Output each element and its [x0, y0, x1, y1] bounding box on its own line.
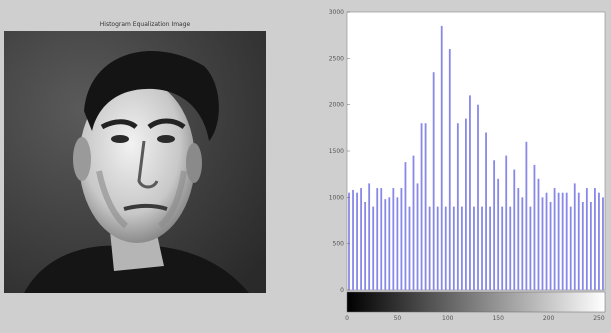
histogram-bar	[529, 206, 532, 290]
histogram-bar	[557, 192, 560, 290]
x-axis-ticks: 0 50 100 150 200 250	[345, 315, 605, 322]
histogram-bar	[416, 183, 419, 290]
histogram-bar	[541, 197, 544, 290]
histogram-bar	[573, 183, 576, 290]
histogram-bar	[553, 188, 556, 290]
histogram-bar	[481, 206, 483, 290]
x-tick-label: 200	[543, 315, 555, 322]
histogram-bar	[348, 192, 350, 290]
histogram-bar	[444, 206, 447, 290]
histogram-bar	[372, 206, 375, 290]
histogram-bar	[352, 189, 354, 290]
histogram-bar	[404, 162, 407, 290]
histogram-bar	[440, 25, 443, 291]
histogram-bar	[432, 72, 435, 290]
histogram-bar	[396, 197, 399, 290]
image-title: Histogram Equalization Image	[99, 21, 191, 28]
y-tick-label: 3000	[329, 9, 344, 16]
y-tick-label: 0	[340, 287, 344, 294]
histogram-bar	[452, 206, 455, 290]
histogram-bar	[456, 123, 459, 290]
y-tick-label: 2000	[329, 102, 344, 109]
histogram-bar	[513, 169, 516, 290]
histogram-bar	[428, 206, 431, 290]
histogram-bar	[465, 118, 467, 290]
histogram-bar	[477, 104, 479, 290]
histogram-bar	[448, 49, 451, 290]
histogram-bar	[368, 183, 371, 290]
histogram-bar	[493, 160, 496, 290]
y-axis-ticks: 0 500 1000 1500 2000 2500 3000	[329, 9, 350, 294]
y-tick-label: 1000	[329, 194, 344, 201]
x-tick-label: 100	[442, 315, 454, 322]
x-tick-label: 0	[345, 315, 349, 322]
y-tick-label: 2500	[329, 55, 344, 62]
histogram-bar	[376, 188, 379, 290]
histogram-bar	[594, 188, 596, 290]
histogram-bar	[517, 188, 520, 290]
histogram-bar	[489, 206, 491, 290]
histogram-bar	[565, 192, 568, 290]
histogram-bar	[602, 197, 604, 290]
histogram-bar	[408, 206, 411, 290]
histogram-bar	[400, 188, 403, 290]
y-tick-label: 1500	[329, 148, 344, 155]
histogram-bar	[364, 201, 367, 290]
histogram-bar	[380, 188, 383, 290]
histogram-bar	[424, 123, 427, 290]
histogram-bar	[545, 192, 548, 290]
histogram-bar	[384, 199, 387, 290]
histogram-bar	[581, 201, 584, 290]
histogram-bar	[356, 192, 358, 290]
x-tick-label: 150	[492, 315, 504, 322]
histogram-bar	[420, 123, 423, 290]
histogram-bar	[585, 188, 588, 290]
histogram-bar	[473, 206, 475, 290]
histogram-bar	[537, 178, 540, 290]
histogram-bar	[436, 206, 439, 290]
histogram-bar	[569, 206, 572, 290]
histogram-bar	[412, 155, 415, 290]
histogram-bar	[561, 192, 564, 290]
histogram-bar	[460, 206, 463, 290]
histogram-bar	[598, 192, 600, 290]
histogram-bar	[497, 178, 500, 290]
histogram-bars	[348, 25, 604, 291]
x-tick-label: 250	[593, 315, 605, 322]
equalized-image-panel	[4, 31, 266, 293]
histogram-bar	[549, 201, 552, 290]
histogram-bar	[577, 192, 580, 290]
histogram-bar	[509, 206, 512, 290]
histogram-bar	[469, 95, 471, 291]
histogram-bar	[505, 155, 508, 290]
histogram-bar	[589, 201, 592, 290]
histogram-bar	[525, 141, 528, 290]
x-tick-label: 50	[394, 315, 402, 322]
histogram-bar	[501, 206, 504, 290]
histogram-bar	[521, 197, 524, 290]
histogram-bar	[533, 164, 536, 290]
histogram-bar	[388, 197, 391, 290]
y-tick-label: 500	[333, 241, 345, 248]
portrait-photo-icon	[4, 31, 266, 293]
histogram-bar	[392, 188, 395, 290]
histogram-bar	[485, 132, 487, 290]
grayscale-colorbar	[346, 291, 606, 313]
histogram-bar	[360, 188, 362, 290]
